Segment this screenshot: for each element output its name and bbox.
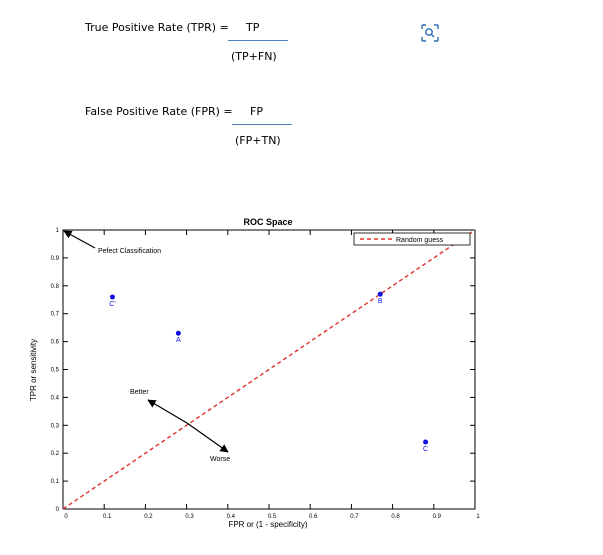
point-label: A [176,337,181,344]
x-axis-label: FPR or (1 - specificity) [228,520,307,529]
visual-search-icon[interactable] [420,23,440,43]
y-tick-label: 0.4 [51,395,60,401]
better-label: Better [130,389,149,396]
fpr-denominator: (FP+TN) [235,134,281,147]
fpr-fraction-line [232,124,292,125]
point-a [175,330,181,336]
y-tick-label: 1 [56,228,60,234]
y-tick-label: 0.8 [51,284,60,290]
random-guess-line [62,229,476,510]
fpr-label: False Positive Rate (FPR) = [85,105,233,118]
better-arrow [147,399,188,424]
perfect-classification-arrow [63,230,96,249]
x-tick-label: 1 [476,514,480,520]
y-tick-label: 0.3 [51,423,60,429]
chart-title: ROC Space [243,217,292,227]
x-tick-label: 0.7 [350,514,359,520]
point-b [377,291,383,297]
tpr-numerator: TP [246,21,260,34]
point-c [423,439,429,445]
fpr-numerator: FP [250,105,263,118]
x-tick-label: 0.9 [433,514,442,520]
tpr-label: True Positive Rate (TPR) = [85,21,229,34]
worse-arrow [186,422,229,453]
y-tick-label: 0.1 [51,479,60,485]
x-tick-label: 0 [64,514,68,520]
worse-label: Worse [210,456,230,463]
perfect-classification-label: Pefect Classification [98,248,161,255]
x-tick-label: 0.5 [268,514,277,520]
y-tick-label: 0.7 [51,312,60,318]
x-tick-label: 0.2 [144,514,153,520]
y-tick-label: 0.2 [51,451,60,457]
tpr-fraction-line [228,40,288,41]
point-label: C [423,446,428,453]
x-tick-label: 0.8 [391,514,400,520]
tpr-denominator: (TP+FN) [231,50,277,63]
point-label: B [378,298,383,305]
x-tick-label: 0.3 [185,514,194,520]
legend-label: Random guess [396,237,444,244]
point-c-prime [109,294,115,300]
legend-box [353,232,471,246]
point-label: C' [109,301,115,308]
y-tick-label: 0.5 [51,368,60,374]
y-tick-label: 0.6 [51,340,60,346]
y-tick-label: 0.9 [51,256,60,262]
y-axis-label: TPR or sensitivity [29,339,38,401]
x-tick-label: 0.6 [309,514,318,520]
x-tick-label: 0.1 [103,514,112,520]
y-tick-label: 0 [56,507,60,513]
x-tick-label: 0.4 [227,514,236,520]
